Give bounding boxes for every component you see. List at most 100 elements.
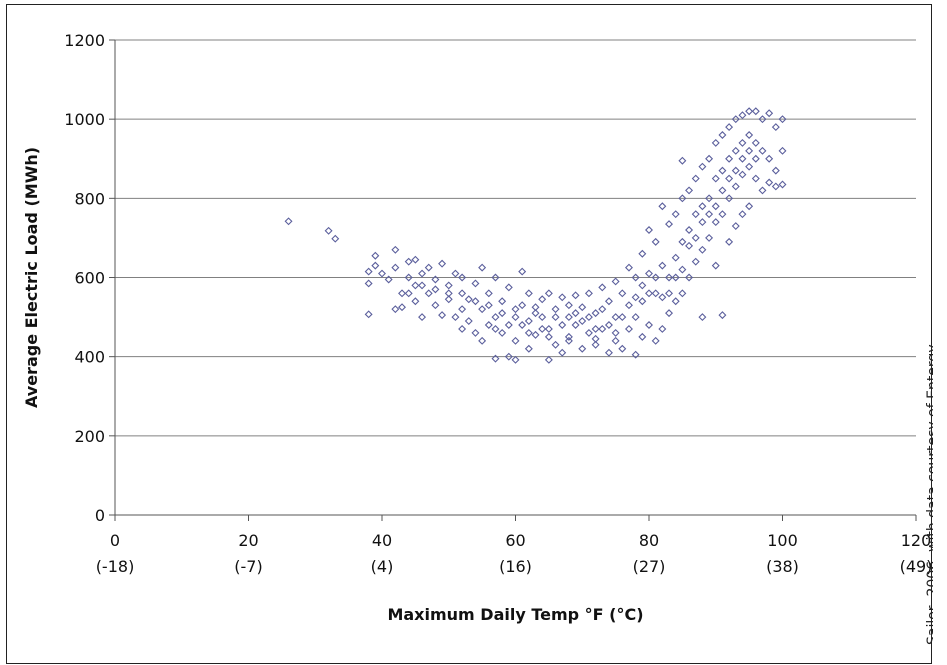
data-point bbox=[604, 321, 613, 329]
x-tick-celsius-label: (4) bbox=[371, 557, 394, 576]
x-tick-label: 20 bbox=[238, 531, 258, 550]
data-point bbox=[631, 350, 640, 359]
data-point bbox=[718, 311, 727, 320]
data-point bbox=[718, 166, 727, 175]
data-point bbox=[678, 265, 687, 274]
data-point bbox=[678, 156, 687, 165]
data-point bbox=[738, 154, 747, 163]
data-point bbox=[431, 275, 440, 284]
y-tick-label: 800 bbox=[74, 189, 105, 208]
data-point bbox=[731, 146, 740, 155]
data-point bbox=[418, 313, 427, 322]
data-point bbox=[705, 233, 714, 242]
data-point bbox=[604, 297, 613, 306]
data-point bbox=[464, 295, 473, 304]
data-point bbox=[398, 289, 407, 298]
data-point bbox=[518, 267, 527, 276]
data-point bbox=[578, 344, 587, 353]
x-axis-title: Maximum Daily Temp °F (°C) bbox=[387, 605, 643, 624]
data-point bbox=[678, 289, 687, 298]
data-point bbox=[771, 166, 780, 175]
data-point bbox=[651, 289, 660, 298]
x-tick-label: 0 bbox=[110, 531, 120, 550]
data-point bbox=[504, 352, 513, 361]
data-point bbox=[544, 324, 553, 333]
data-point bbox=[618, 289, 627, 298]
data-point bbox=[511, 313, 520, 322]
data-point bbox=[705, 154, 714, 163]
data-point bbox=[584, 313, 593, 322]
data-point bbox=[604, 348, 613, 357]
data-point bbox=[645, 321, 653, 329]
data-point bbox=[498, 309, 507, 318]
data-point bbox=[665, 220, 674, 229]
data-point bbox=[631, 313, 640, 322]
y-tick-label: 600 bbox=[74, 269, 105, 288]
data-point bbox=[411, 281, 420, 290]
data-point bbox=[658, 261, 667, 270]
data-point bbox=[638, 281, 647, 290]
data-point bbox=[531, 309, 540, 318]
data-point bbox=[498, 297, 507, 306]
data-point bbox=[711, 138, 720, 147]
chart-frame: 0 200 400 600 800 1000 1200 0 (-18) 20 (-7) 40 (4) 60… bbox=[6, 4, 933, 664]
data-point bbox=[371, 261, 380, 270]
data-point bbox=[598, 305, 607, 314]
data-point bbox=[731, 166, 740, 175]
x-tick-label: 80 bbox=[639, 531, 659, 550]
data-point bbox=[498, 328, 507, 337]
data-point bbox=[731, 182, 740, 191]
data-point bbox=[564, 301, 573, 310]
data-point bbox=[558, 293, 567, 302]
data-point bbox=[444, 281, 453, 290]
data-point bbox=[484, 301, 493, 310]
data-point bbox=[685, 226, 694, 234]
data-point bbox=[738, 210, 747, 219]
x-tick-label: 100 bbox=[767, 531, 798, 550]
data-point bbox=[691, 174, 700, 183]
data-point bbox=[665, 289, 674, 298]
data-point bbox=[444, 295, 453, 304]
data-point bbox=[584, 328, 593, 337]
data-point bbox=[671, 253, 680, 262]
data-point bbox=[751, 138, 760, 147]
data-point bbox=[671, 273, 680, 282]
data-point bbox=[745, 202, 754, 211]
data-point bbox=[544, 332, 553, 341]
data-point bbox=[645, 269, 653, 278]
data-point bbox=[504, 321, 513, 329]
scatter-chart: 0 200 400 600 800 1000 1200 0 (-18) 20 (-7) 40 (4) 60… bbox=[22, 31, 933, 645]
data-point bbox=[778, 115, 787, 124]
data-point bbox=[284, 217, 293, 226]
data-point bbox=[665, 273, 674, 282]
data-point bbox=[364, 279, 373, 288]
data-point bbox=[591, 324, 600, 333]
data-point bbox=[778, 180, 787, 189]
data-point bbox=[751, 174, 760, 183]
data-point bbox=[471, 279, 480, 288]
data-point bbox=[651, 237, 660, 246]
data-point bbox=[658, 293, 667, 302]
data-point bbox=[391, 245, 400, 254]
data-point bbox=[745, 162, 754, 171]
data-point bbox=[544, 289, 553, 298]
data-point bbox=[558, 321, 567, 329]
data-point bbox=[771, 182, 780, 191]
data-point bbox=[725, 194, 734, 203]
data-point bbox=[718, 131, 727, 139]
data-point bbox=[671, 210, 680, 219]
data-point bbox=[511, 305, 520, 314]
data-point bbox=[691, 233, 700, 242]
x-tick-celsius-label: (27) bbox=[633, 557, 666, 576]
data-point bbox=[638, 332, 647, 341]
data-point bbox=[718, 210, 727, 219]
data-point bbox=[538, 313, 547, 322]
data-point bbox=[324, 226, 333, 235]
data-point bbox=[705, 194, 714, 203]
data-point bbox=[698, 202, 707, 211]
data-point bbox=[531, 330, 540, 339]
data-point bbox=[718, 186, 727, 195]
data-point bbox=[611, 328, 620, 337]
y-tick-label: 200 bbox=[74, 427, 105, 446]
data-point bbox=[705, 210, 714, 219]
